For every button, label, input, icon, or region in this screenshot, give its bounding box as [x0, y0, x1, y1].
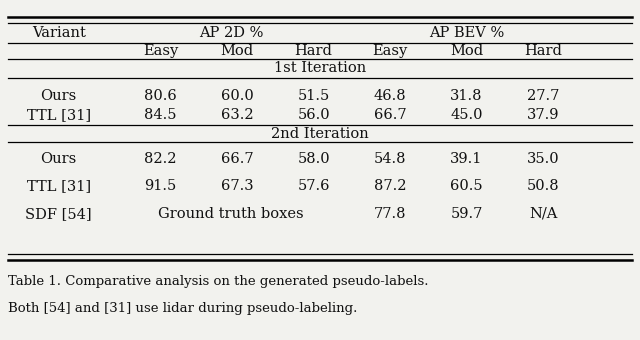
Text: TTL [31]: TTL [31]: [27, 179, 91, 193]
Text: 58.0: 58.0: [298, 152, 330, 166]
Text: 60.0: 60.0: [221, 89, 253, 103]
Text: 50.8: 50.8: [527, 179, 559, 193]
Text: 37.9: 37.9: [527, 108, 559, 122]
Text: 66.7: 66.7: [374, 108, 406, 122]
Text: 91.5: 91.5: [145, 179, 177, 193]
Text: Easy: Easy: [372, 44, 408, 58]
Text: Easy: Easy: [143, 44, 179, 58]
Text: 27.7: 27.7: [527, 89, 559, 103]
Text: 57.6: 57.6: [298, 179, 330, 193]
Text: 82.2: 82.2: [145, 152, 177, 166]
Text: 66.7: 66.7: [221, 152, 253, 166]
Text: Ground truth boxes: Ground truth boxes: [158, 207, 303, 221]
Text: Variant: Variant: [32, 26, 86, 40]
Text: Both [54] and [31] use lidar during pseudo-labeling.: Both [54] and [31] use lidar during pseu…: [8, 302, 357, 314]
Text: Mod: Mod: [221, 44, 253, 58]
Text: TTL [31]: TTL [31]: [27, 108, 91, 122]
Text: 1st Iteration: 1st Iteration: [274, 62, 366, 75]
Text: Hard: Hard: [294, 44, 333, 58]
Text: 59.7: 59.7: [451, 207, 483, 221]
Text: 54.8: 54.8: [374, 152, 406, 166]
Text: Mod: Mod: [450, 44, 483, 58]
Text: 67.3: 67.3: [221, 179, 253, 193]
Text: 31.8: 31.8: [451, 89, 483, 103]
Text: 56.0: 56.0: [298, 108, 330, 122]
Text: 46.8: 46.8: [374, 89, 406, 103]
Text: 45.0: 45.0: [451, 108, 483, 122]
Text: 63.2: 63.2: [221, 108, 253, 122]
Text: AP 2D %: AP 2D %: [198, 26, 263, 40]
Text: Ours: Ours: [40, 89, 77, 103]
Text: Table 1. Comparative analysis on the generated pseudo-labels.: Table 1. Comparative analysis on the gen…: [8, 274, 428, 288]
Text: 60.5: 60.5: [451, 179, 483, 193]
Text: Ours: Ours: [40, 152, 77, 166]
Text: N/A: N/A: [529, 207, 557, 221]
Text: AP BEV %: AP BEV %: [429, 26, 504, 40]
Text: 84.5: 84.5: [145, 108, 177, 122]
Text: 80.6: 80.6: [144, 89, 177, 103]
Text: 51.5: 51.5: [298, 89, 330, 103]
Text: 35.0: 35.0: [527, 152, 559, 166]
Text: SDF [54]: SDF [54]: [26, 207, 92, 221]
Text: 39.1: 39.1: [451, 152, 483, 166]
Text: 87.2: 87.2: [374, 179, 406, 193]
Text: Hard: Hard: [524, 44, 562, 58]
Text: 77.8: 77.8: [374, 207, 406, 221]
Text: 2nd Iteration: 2nd Iteration: [271, 127, 369, 141]
